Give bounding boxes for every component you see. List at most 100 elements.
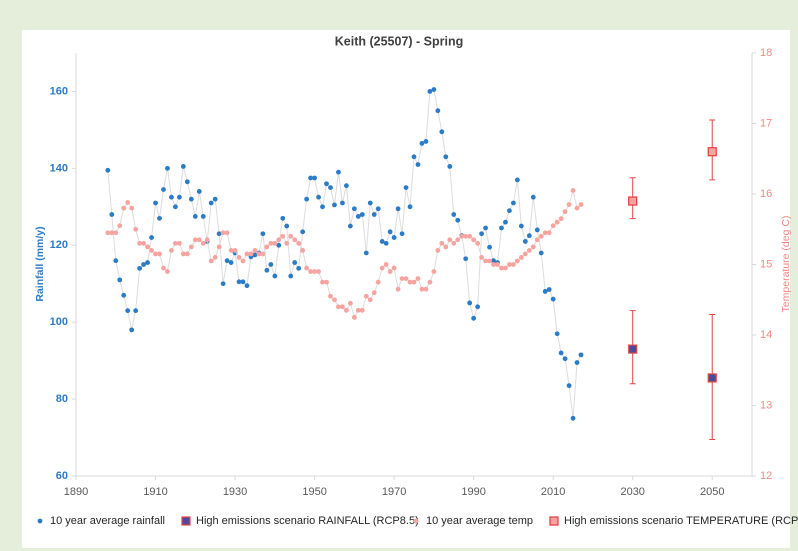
point xyxy=(387,269,393,274)
point xyxy=(161,265,166,271)
x-tick-label: 1930 xyxy=(223,486,247,498)
y2-tick-label: 12 xyxy=(760,470,772,482)
point xyxy=(363,293,369,299)
point xyxy=(204,237,210,243)
point xyxy=(216,244,222,250)
point xyxy=(224,258,230,264)
point xyxy=(542,289,548,294)
point xyxy=(256,251,262,257)
point xyxy=(192,214,198,219)
point xyxy=(133,308,139,314)
point xyxy=(240,258,246,264)
point xyxy=(165,165,170,171)
point xyxy=(141,262,147,267)
point xyxy=(499,265,504,271)
point xyxy=(423,139,429,144)
point xyxy=(280,215,286,221)
point xyxy=(252,252,258,258)
point xyxy=(443,244,449,250)
point xyxy=(439,129,445,135)
point xyxy=(479,231,484,237)
point xyxy=(288,233,294,239)
y2-axis-title: Temperature (deg C) xyxy=(780,216,792,313)
point xyxy=(105,167,111,173)
x-tick-label: 1990 xyxy=(461,486,485,498)
point xyxy=(165,269,170,274)
point xyxy=(451,240,457,246)
point xyxy=(534,227,540,233)
point xyxy=(280,233,286,239)
point xyxy=(137,265,143,271)
legend-marker xyxy=(37,518,43,524)
point xyxy=(117,277,123,283)
point xyxy=(196,189,202,194)
point xyxy=(173,204,178,210)
point xyxy=(157,251,162,257)
point xyxy=(355,307,361,313)
point xyxy=(566,383,572,389)
point xyxy=(300,248,306,253)
point xyxy=(316,194,321,200)
point xyxy=(228,248,234,253)
point xyxy=(292,237,298,243)
y2-tick-label: 16 xyxy=(760,188,772,200)
point xyxy=(367,200,373,206)
point xyxy=(534,237,540,243)
point xyxy=(407,204,413,210)
x-tick-label: 1970 xyxy=(382,486,406,498)
point xyxy=(216,231,222,237)
point xyxy=(344,307,349,313)
point xyxy=(415,276,421,281)
point xyxy=(503,219,508,225)
point xyxy=(304,265,310,271)
point xyxy=(141,240,147,246)
point xyxy=(336,169,341,175)
point xyxy=(300,229,306,235)
x-tick-label: 2030 xyxy=(620,486,644,498)
point xyxy=(153,200,158,206)
point xyxy=(503,265,508,271)
point xyxy=(499,225,504,231)
point xyxy=(220,230,226,236)
point xyxy=(340,304,345,310)
point xyxy=(109,230,115,236)
point xyxy=(435,108,441,114)
point xyxy=(312,269,317,274)
point xyxy=(379,239,385,244)
point xyxy=(184,251,190,257)
point xyxy=(264,267,270,273)
point xyxy=(288,273,294,279)
point xyxy=(153,251,158,257)
point xyxy=(129,205,135,211)
point xyxy=(200,240,206,246)
point xyxy=(419,140,425,146)
point xyxy=(570,415,576,421)
point xyxy=(518,255,524,260)
point xyxy=(312,175,317,181)
point xyxy=(344,183,349,189)
point xyxy=(554,219,560,225)
point xyxy=(463,233,469,239)
point xyxy=(487,244,492,250)
point xyxy=(487,258,492,264)
point xyxy=(161,187,166,192)
point xyxy=(212,196,218,202)
legend-marker xyxy=(549,516,559,526)
point xyxy=(427,89,433,94)
y-tick-label: 160 xyxy=(50,85,68,97)
point xyxy=(530,194,536,200)
legend-marker xyxy=(413,518,419,524)
point xyxy=(538,233,544,239)
y-tick-label: 60 xyxy=(56,470,68,482)
point xyxy=(455,217,461,223)
point xyxy=(212,255,218,260)
legend-label: High emissions scenario RAINFALL (RCP8.5… xyxy=(196,515,419,527)
point xyxy=(129,327,135,333)
point xyxy=(125,200,131,205)
chart-panel xyxy=(22,30,790,548)
point xyxy=(514,258,520,264)
point xyxy=(276,237,282,243)
point xyxy=(423,286,429,292)
point xyxy=(125,308,131,314)
